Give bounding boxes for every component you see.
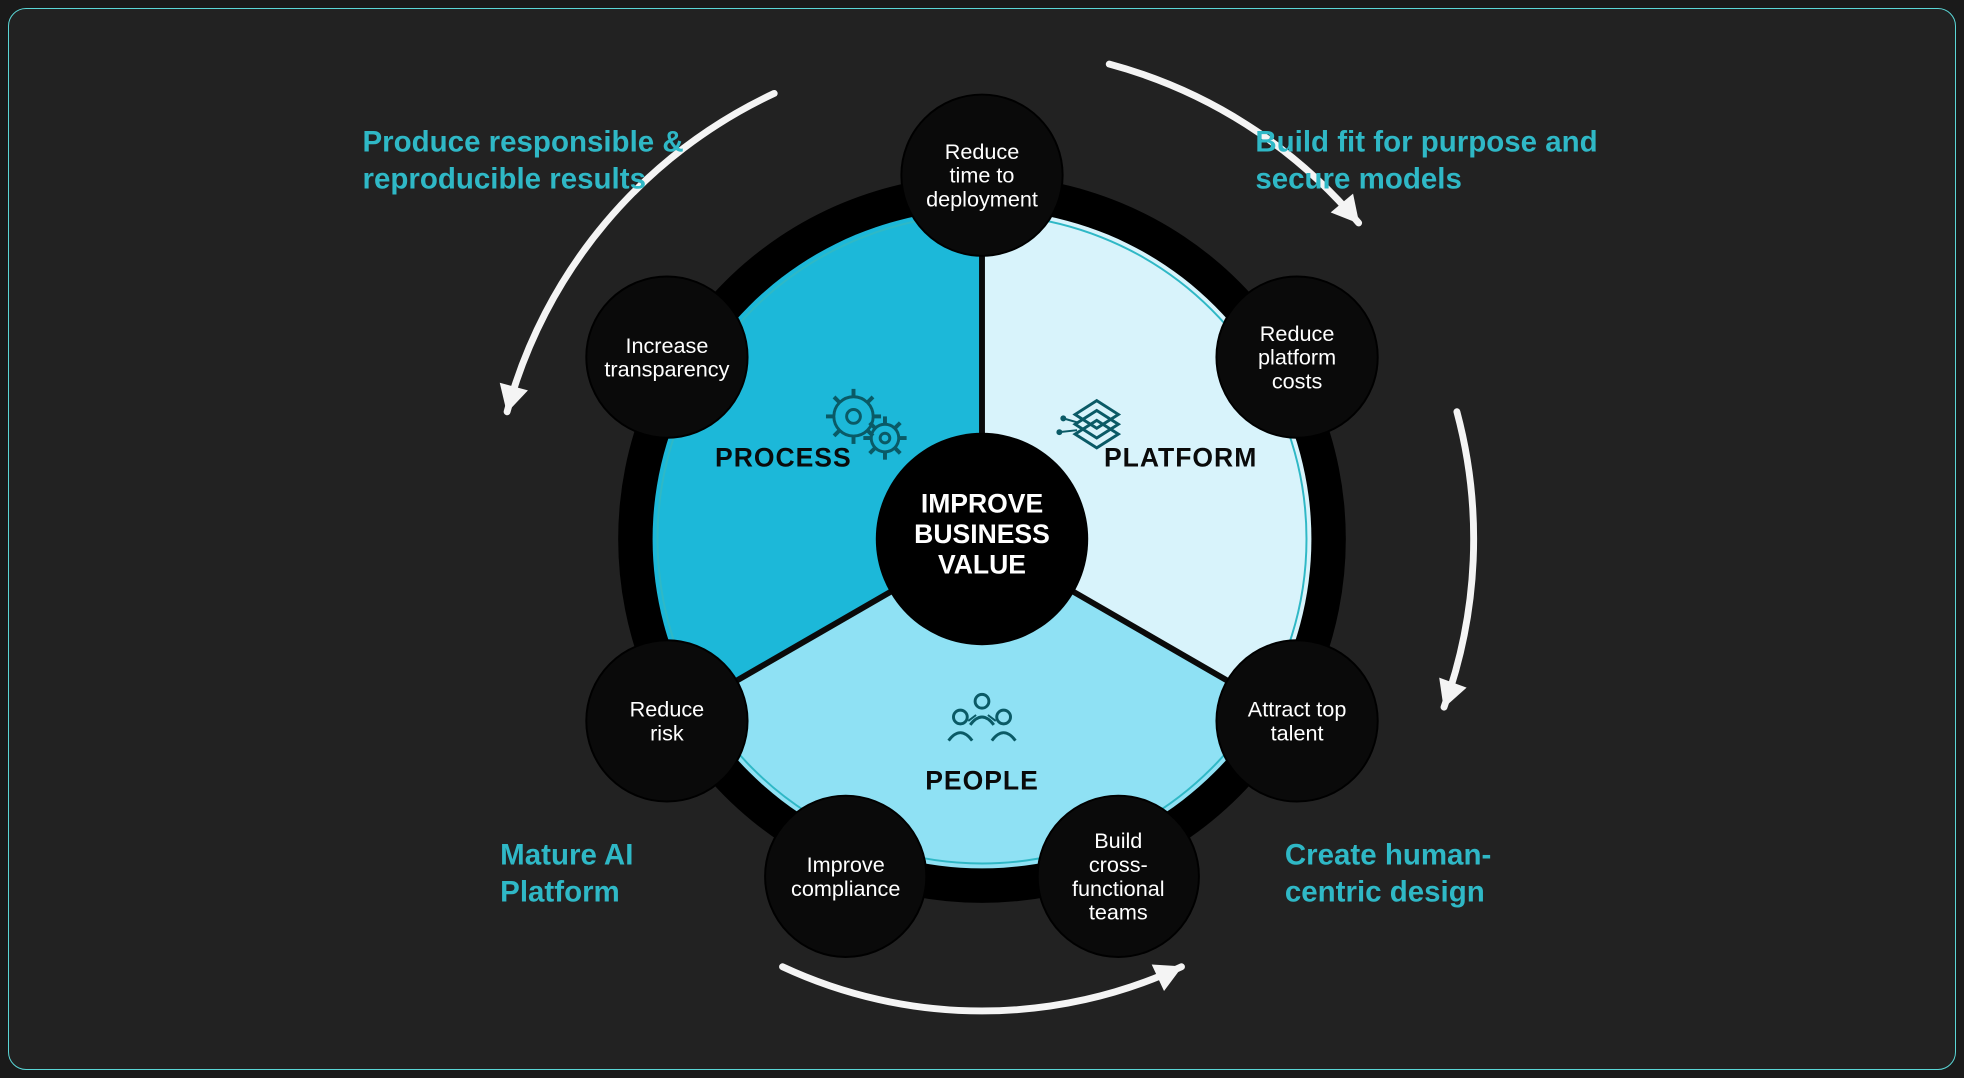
corner-label-top-right: Build fit for purpose andsecure models <box>1255 126 1597 196</box>
corner-label-bottom-right: Create human-centric design <box>1285 838 1491 908</box>
section-label-process: PROCESS <box>715 443 852 473</box>
diagram-frame: PROCESSPLATFORMPEOPLEIMPROVEBUSINESSVALU… <box>8 8 1956 1070</box>
flow-arrow-head <box>500 383 527 411</box>
flow-arrow-arc <box>783 967 1182 1011</box>
node-label-4: Improvecompliance <box>791 852 900 901</box>
section-label-people: PEOPLE <box>925 766 1039 796</box>
diagram-svg: PROCESSPLATFORMPEOPLEIMPROVEBUSINESSVALU… <box>9 9 1955 1069</box>
corner-label-bottom-left: Mature AIPlatform <box>500 838 633 908</box>
corner-label-top-left: Produce responsible &reproducible result… <box>363 126 684 196</box>
diagram-stage: PROCESSPLATFORMPEOPLEIMPROVEBUSINESSVALU… <box>9 9 1955 1069</box>
section-label-platform: PLATFORM <box>1104 443 1257 473</box>
flow-arrow-head <box>1440 678 1466 707</box>
flow-arrow-arc <box>1444 412 1474 707</box>
